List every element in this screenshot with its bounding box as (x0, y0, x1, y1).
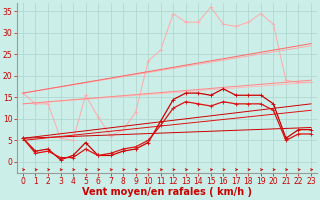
X-axis label: Vent moyen/en rafales ( km/h ): Vent moyen/en rafales ( km/h ) (82, 187, 252, 197)
